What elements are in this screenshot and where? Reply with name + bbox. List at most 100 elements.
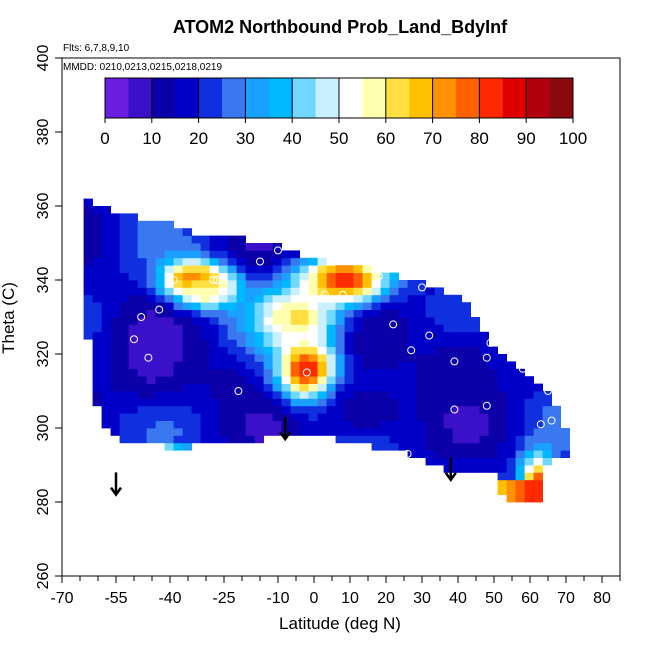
field-cell	[155, 398, 165, 407]
field-cell	[101, 213, 111, 222]
field-cell	[344, 309, 354, 318]
field-cell	[407, 280, 417, 288]
field-cell	[308, 405, 318, 414]
field-cell	[254, 405, 264, 414]
field-cell	[380, 413, 390, 421]
field-cell	[434, 302, 444, 310]
field-cell	[218, 294, 228, 303]
field-cell	[128, 220, 138, 229]
field-cell	[209, 287, 219, 296]
field-cell	[389, 376, 399, 384]
field-cell	[92, 383, 102, 392]
field-cell	[317, 346, 327, 355]
field-cell	[227, 435, 237, 444]
sample-point	[155, 305, 164, 314]
field-cell	[272, 272, 282, 281]
field-cell	[137, 257, 147, 266]
field-cell	[326, 383, 336, 392]
field-cell	[542, 428, 552, 436]
field-cell	[263, 294, 273, 303]
field-cell	[164, 339, 174, 347]
field-cell	[146, 346, 156, 355]
field-cell	[119, 339, 129, 347]
field-cell	[110, 376, 120, 384]
field-cell	[200, 302, 210, 310]
field-cell	[407, 398, 417, 407]
field-cell	[263, 309, 273, 318]
field-cell	[452, 413, 462, 421]
field-cell	[461, 442, 471, 451]
colorbar-tick-label: 70	[423, 129, 442, 148]
field-cell	[146, 339, 156, 347]
field-cell	[281, 250, 291, 259]
y-tick-label: 280	[35, 489, 52, 516]
field-cell	[398, 317, 408, 325]
field-cell	[497, 420, 507, 429]
field-cell	[533, 391, 543, 399]
field-cell	[254, 428, 264, 436]
field-cell	[317, 265, 327, 273]
field-cell	[371, 413, 381, 421]
field-cell	[245, 391, 255, 399]
field-cell	[173, 413, 183, 421]
field-cell	[452, 405, 462, 414]
field-cell	[299, 294, 309, 303]
field-cell	[218, 435, 228, 444]
field-cell	[236, 309, 246, 318]
field-cell	[362, 368, 372, 377]
field-cell	[254, 302, 264, 310]
field-cell	[488, 346, 498, 355]
field-cell	[299, 354, 309, 362]
field-cell	[119, 391, 129, 399]
field-cell	[137, 280, 147, 288]
field-cell	[164, 428, 174, 436]
field-cell	[380, 398, 390, 407]
field-cell	[101, 361, 111, 370]
x-tick-label: 30	[413, 590, 431, 607]
field-cell	[272, 265, 282, 273]
field-cell	[506, 383, 516, 392]
field-cell	[371, 435, 381, 444]
field-cell	[443, 413, 453, 421]
field-cell	[272, 280, 282, 288]
field-cell	[479, 368, 489, 377]
field-cell	[407, 346, 417, 355]
field-cell	[371, 391, 381, 399]
field-cell	[110, 317, 120, 325]
field-cell	[479, 339, 489, 347]
field-cell	[371, 354, 381, 362]
field-cell	[506, 420, 516, 429]
field-cell	[434, 405, 444, 414]
field-cell	[425, 354, 435, 362]
field-cell	[326, 361, 336, 370]
field-cell	[128, 272, 138, 281]
sample-point	[486, 338, 495, 347]
field-cell	[227, 420, 237, 429]
field-cell	[155, 354, 165, 362]
colorbar-cell	[105, 78, 129, 118]
field-cell	[389, 324, 399, 333]
field-cell	[515, 413, 525, 421]
field-cell	[470, 442, 480, 451]
field-cell	[101, 302, 111, 310]
field-cell	[389, 346, 399, 355]
field-cell	[263, 250, 273, 259]
field-cell	[488, 413, 498, 421]
field-cell	[362, 309, 372, 318]
colorbar-cell	[222, 78, 246, 118]
field-cell	[524, 472, 534, 481]
field-cell	[353, 309, 363, 318]
field-cell	[524, 398, 534, 407]
field-cell	[398, 428, 408, 436]
sample-point	[450, 405, 459, 414]
x-tick-label: 20	[377, 590, 395, 607]
field-cell	[407, 324, 417, 333]
field-cell	[362, 272, 372, 281]
field-cell	[452, 302, 462, 310]
field-cell	[326, 294, 336, 303]
field-cell	[110, 324, 120, 333]
field-cell	[470, 376, 480, 384]
field-cell	[254, 265, 264, 273]
field-cell	[317, 391, 327, 399]
colorbar-tick-label: 60	[376, 129, 395, 148]
